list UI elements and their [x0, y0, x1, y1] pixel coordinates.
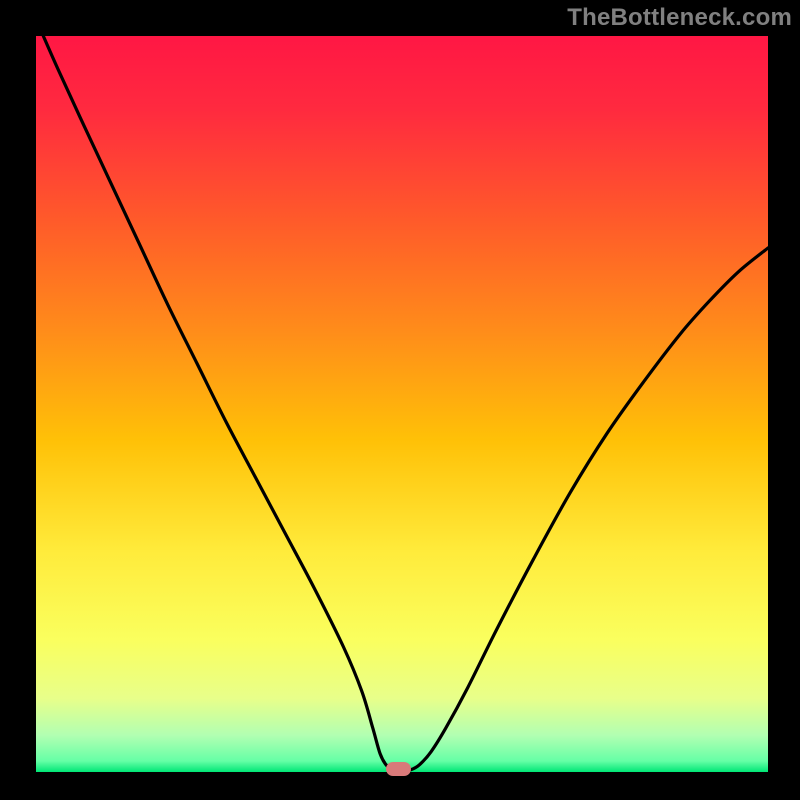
watermark-text: TheBottleneck.com: [567, 4, 792, 32]
bottleneck-curve: [36, 36, 768, 772]
plot-area: [36, 36, 768, 772]
optimal-marker: [386, 762, 411, 775]
chart-container: TheBottleneck.com: [0, 0, 800, 800]
curve-path: [43, 36, 768, 772]
